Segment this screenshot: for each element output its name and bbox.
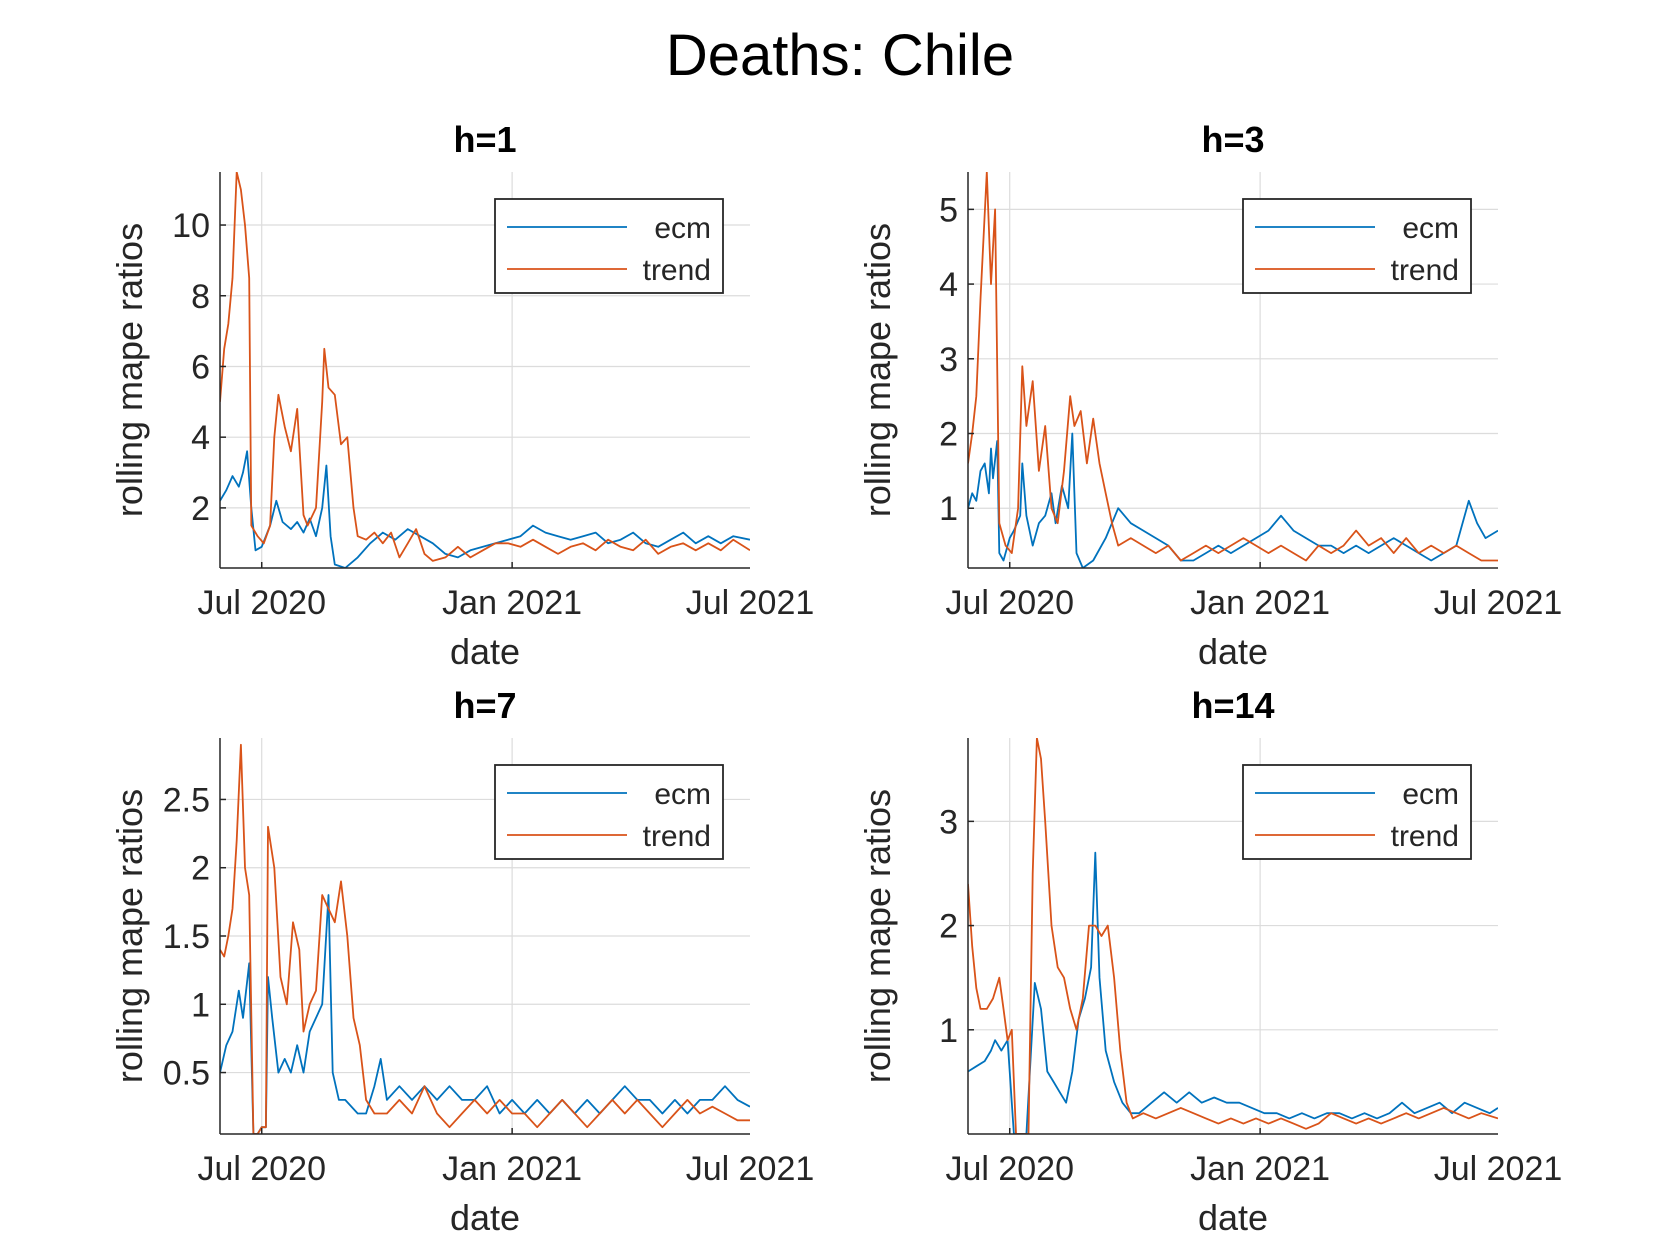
x-tick-label: Jul 2021 [1434,584,1563,622]
x-tick-label: Jul 2021 [1434,1150,1563,1188]
y-tick-label: 2 [191,490,210,528]
x-axis-label: date [450,1197,520,1238]
y-tick-label: 3 [939,803,958,841]
legend-label-ecm: ecm [1402,778,1459,811]
subplot-4: Jul 2020 Jan 2021 Jul 2021 1 2 3 h=14 date rolli… [857,685,1562,1238]
y-tick-label: 1 [939,490,958,528]
y-tick-label: 10 [172,207,210,245]
legend: ecm trend [1242,764,1472,860]
y-tick-label: 2 [939,908,958,946]
y-tick-label: 4 [191,419,210,457]
legend-label-ecm: ecm [654,778,711,811]
y-tick-label: 4 [939,266,958,304]
x-axis-label: date [1198,1197,1268,1238]
y-tick-label: 2 [191,850,210,888]
legend-box [1242,764,1472,860]
legend: ecm trend [494,198,724,294]
x-tick-label: Jul 2020 [945,1150,1074,1188]
y-tick-label: 0.5 [163,1055,210,1093]
subplot-3: Jul 2020 Jan 2021 Jul 2021 0.5 1 1.5 2 2.5 h=7 da… [109,685,814,1238]
legend-box [1242,198,1472,294]
x-tick-label: Jan 2021 [1190,584,1330,622]
subplot-title: h=14 [1191,685,1274,726]
subplot-title: h=7 [453,685,516,726]
legend-box [494,764,724,860]
y-tick-label: 8 [191,278,210,316]
series-line-ecm [968,432,1498,568]
y-tick-label: 1 [939,1012,958,1050]
legend: ecm trend [494,764,724,860]
legend-label-trend: trend [1391,254,1459,287]
x-tick-label: Jul 2020 [945,584,1074,622]
legend-label-ecm: ecm [654,212,711,245]
subplot-title: h=1 [453,119,516,160]
y-axis-label: rolling mape ratios [109,223,150,517]
x-tick-label: Jul 2021 [686,584,815,622]
series-line-ecm [968,851,1498,1134]
x-axis-label: date [450,631,520,672]
series-line-trend [968,738,1498,1134]
y-tick-label: 2 [939,416,958,454]
y-tick-label: 1 [191,986,210,1024]
legend-label-trend: trend [643,820,711,853]
subplot-title: h=3 [1201,119,1264,160]
y-axis-label: rolling mape ratios [109,789,150,1083]
x-tick-label: Jan 2021 [1190,1150,1330,1188]
y-tick-label: 1.5 [163,918,210,956]
y-axis-label: rolling mape ratios [857,223,898,517]
figure-title: Deaths: Chile [665,23,1015,88]
series-line-ecm [220,894,750,1134]
legend-label-trend: trend [1391,820,1459,853]
legend-box [494,198,724,294]
legend-label-ecm: ecm [1402,212,1459,245]
x-axis-label: date [1198,631,1268,672]
series-line-trend [968,172,1498,562]
x-tick-label: Jul 2020 [197,584,326,622]
subplot-1: Jul 2020 Jan 2021 Jul 2021 2 4 6 8 10 h=1 date rol… [109,119,814,672]
x-tick-label: Jul 2020 [197,1150,326,1188]
series-line-ecm [220,450,750,568]
y-tick-label: 5 [939,191,958,229]
x-tick-label: Jan 2021 [442,584,582,622]
legend-label-trend: trend [643,254,711,287]
x-tick-label: Jan 2021 [442,1150,582,1188]
series-line-trend [220,172,750,562]
x-tick-label: Jul 2021 [686,1150,815,1188]
y-tick-label: 2.5 [163,781,210,819]
y-axis-label: rolling mape ratios [857,789,898,1083]
y-tick-label: 3 [939,341,958,379]
y-tick-label: 6 [191,348,210,386]
subplot-2: Jul 2020 Jan 2021 Jul 2021 1 2 3 4 5 h=3 date roll… [857,119,1562,672]
legend: ecm trend [1242,198,1472,294]
